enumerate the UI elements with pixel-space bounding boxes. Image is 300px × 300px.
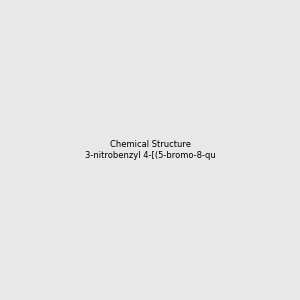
- Text: Chemical Structure
3-nitrobenzyl 4-[(5-bromo-8-qu: Chemical Structure 3-nitrobenzyl 4-[(5-b…: [85, 140, 215, 160]
